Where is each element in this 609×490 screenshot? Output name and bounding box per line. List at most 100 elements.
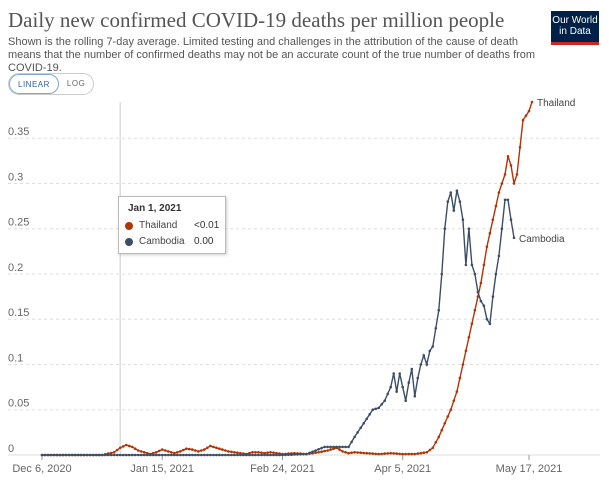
cambodia-point <box>133 453 137 457</box>
cambodia-point <box>209 453 212 457</box>
thailand-point <box>362 451 366 455</box>
tooltip: Jan 1, 2021 Thailand <0.01 Cambodia 0.00 <box>118 196 226 254</box>
cambodia-point <box>293 453 296 456</box>
x-tick-label: May 17, 2021 <box>496 463 563 475</box>
thailand-point <box>206 446 209 450</box>
cambodia-point <box>160 453 164 457</box>
thailand-point <box>449 408 453 412</box>
thailand-point <box>109 451 113 455</box>
cambodia-point <box>281 453 284 457</box>
thailand-point <box>254 451 257 454</box>
thailand-point <box>266 451 269 455</box>
cambodia-point <box>491 295 495 298</box>
thailand-point <box>398 452 402 456</box>
cambodia-point <box>127 453 131 457</box>
cambodia-point <box>194 453 197 457</box>
cambodia-point <box>206 453 209 457</box>
cambodia-point <box>488 322 492 326</box>
thailand-point <box>167 450 170 453</box>
thailand-point <box>452 399 456 403</box>
cambodia-point <box>215 453 218 457</box>
thailand-point <box>518 146 522 149</box>
cambodia-point <box>100 453 104 457</box>
thailand-point <box>236 451 239 455</box>
thailand-point <box>323 449 326 453</box>
x-axis: Dec 6, 2020 Jan 15, 2021 Feb 24, 2021 Apr 5… <box>12 455 562 475</box>
thailand-point <box>154 451 158 454</box>
thailand-point <box>260 451 263 455</box>
y-tick-label: 0.2 <box>8 262 23 274</box>
cambodia-point <box>43 453 47 457</box>
thailand-point <box>500 182 504 185</box>
thailand-point <box>347 451 350 455</box>
cambodia-label[interactable]: Cambodia <box>519 234 565 245</box>
cambodia-line[interactable] <box>42 190 515 456</box>
tooltip-row-cambodia: Cambodia 0.00 <box>125 235 221 249</box>
cambodia-point <box>269 453 272 457</box>
series-labels: Thailand Cambodia <box>519 98 575 245</box>
cambodia-point <box>236 453 239 457</box>
thailand-point <box>136 449 140 452</box>
thailand-point <box>197 450 200 453</box>
cambodia-point <box>130 453 134 457</box>
thailand-point <box>530 100 534 104</box>
cambodia-point <box>389 385 393 389</box>
thailand-swatch <box>125 222 133 230</box>
cambodia-point <box>115 453 119 457</box>
thailand-point <box>419 451 423 455</box>
cambodia-point <box>136 453 140 457</box>
linear-scale-button[interactable]: LINEAR <box>9 74 59 94</box>
thailand-point <box>317 451 320 454</box>
cambodia-point <box>479 299 483 303</box>
cambodia-point <box>61 453 65 457</box>
cambodia-point <box>109 453 113 457</box>
thailand-point <box>410 452 414 456</box>
cambodia-point <box>88 453 92 457</box>
cambodia-point <box>79 453 83 457</box>
thailand-label[interactable]: Thailand <box>537 98 575 109</box>
thailand-point <box>157 449 161 453</box>
thailand-point <box>239 451 242 455</box>
x-tick-label: Dec 6, 2020 <box>12 463 71 475</box>
cambodia-point <box>151 453 155 457</box>
cambodia-point <box>67 453 71 457</box>
thailand-point <box>212 445 215 449</box>
cambodia-point <box>512 236 516 240</box>
y-tick-label: 0.25 <box>8 217 29 229</box>
cambodia-point <box>401 385 405 389</box>
cambodia-point <box>251 453 254 457</box>
cambodia-point <box>52 453 56 457</box>
cambodia-point <box>233 453 236 457</box>
owid-logo[interactable]: Our World in Data <box>551 11 599 45</box>
thailand-point <box>401 452 405 456</box>
thailand-point <box>374 452 378 456</box>
thailand-point <box>350 451 353 455</box>
cambodia-point <box>323 445 326 449</box>
cambodia-point <box>245 453 248 457</box>
cambodia-point <box>344 445 347 449</box>
thailand-point <box>467 336 471 339</box>
thailand-line[interactable] <box>42 101 533 456</box>
y-tick-label: 0.15 <box>8 307 29 319</box>
log-scale-button[interactable]: LOG <box>66 79 86 88</box>
thailand-point <box>263 451 266 455</box>
tooltip-name-thailand: Thailand <box>139 220 178 231</box>
thailand-point <box>130 445 134 449</box>
cambodia-point <box>506 198 510 202</box>
cambodia-point <box>482 304 486 308</box>
thailand-point <box>515 173 519 176</box>
cambodia-point <box>94 453 98 457</box>
thailand-point <box>407 452 411 456</box>
x-tick-label: Jan 15, 2021 <box>130 463 194 475</box>
cambodia-point <box>173 453 176 457</box>
cambodia-point <box>254 453 257 457</box>
thailand-point <box>359 451 363 455</box>
cambodia-point <box>278 453 281 457</box>
thailand-point <box>413 452 417 456</box>
y-tick-label: 0.3 <box>8 171 23 183</box>
cambodia-point <box>212 453 215 457</box>
cambodia-point <box>299 453 302 456</box>
cambodia-point <box>106 453 110 457</box>
cambodia-point <box>509 218 513 221</box>
